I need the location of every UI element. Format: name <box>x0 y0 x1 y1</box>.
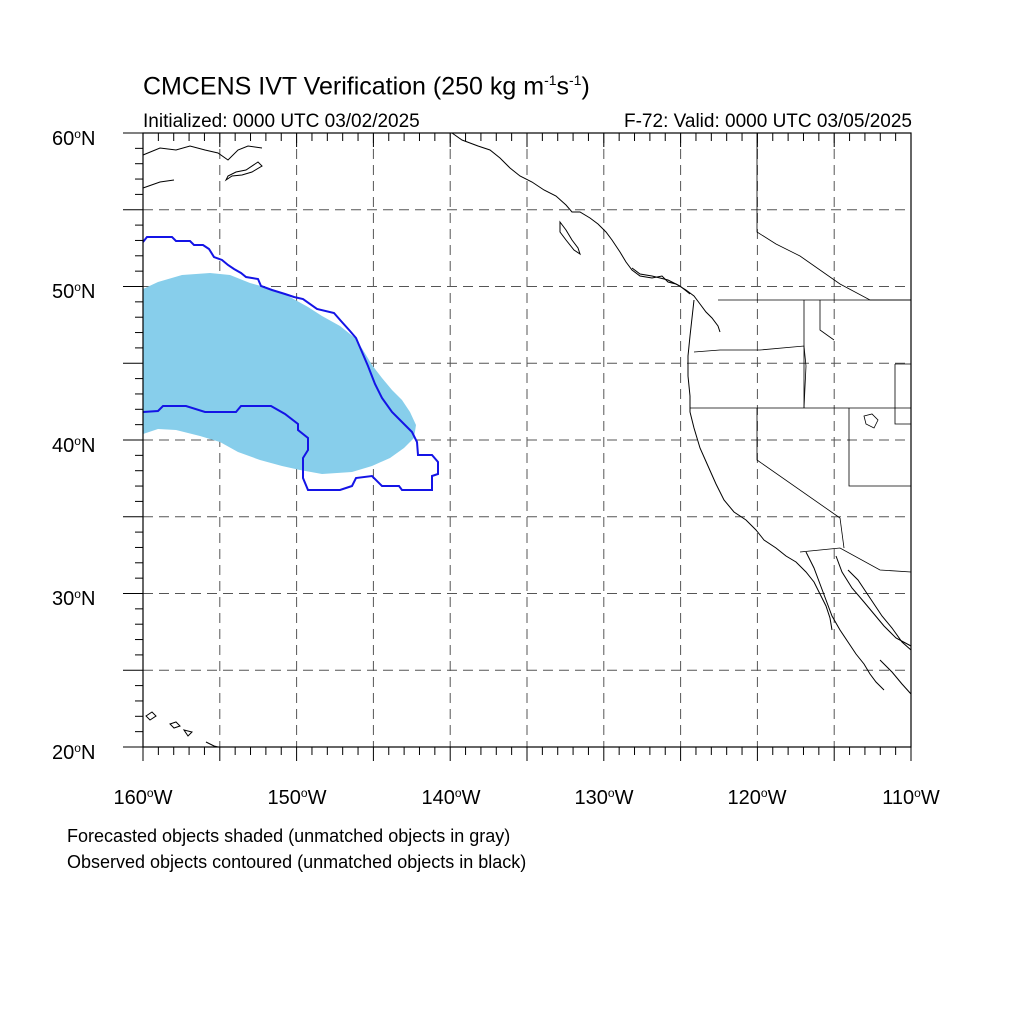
coastline-segment <box>559 220 581 256</box>
coastline-segment <box>205 741 219 748</box>
coastline-segment <box>835 555 912 647</box>
coastline-segment <box>224 161 263 182</box>
coastline-segment <box>451 132 721 333</box>
political-borders <box>690 133 912 573</box>
border-segment <box>819 300 835 341</box>
init-time-label: Initialized: 0000 UTC 03/02/2025 <box>143 111 420 132</box>
coastline-segment <box>142 179 175 189</box>
lat-label-60: 60oN <box>52 127 96 150</box>
lon-label-120w: 120oW <box>727 786 787 809</box>
lakes <box>863 413 879 429</box>
axis-ticks <box>123 132 912 761</box>
coastline-segment <box>169 721 181 729</box>
border-segment <box>756 408 841 519</box>
coastline-segment <box>805 551 885 691</box>
coastline-segment <box>182 729 193 737</box>
map-title: CMCENS IVT Verification (250 kg m-1s-1) <box>143 72 590 101</box>
map-frame <box>142 132 912 748</box>
lon-label-160w: 160oW <box>113 786 173 809</box>
lon-label-130w: 130oW <box>574 786 634 809</box>
lat-label-20: 20oN <box>52 741 96 764</box>
forecast-object <box>143 273 416 474</box>
border-segment <box>848 408 911 487</box>
great-salt-lake <box>863 413 879 429</box>
coastlines <box>142 132 912 748</box>
lat-label-30: 30oN <box>52 587 96 610</box>
border-segment <box>756 133 911 301</box>
coastline-segment <box>879 659 912 695</box>
lon-label-110w: 110oW <box>882 786 940 809</box>
border-segment <box>839 517 845 549</box>
border-segment <box>894 363 912 425</box>
lat-label-50: 50oN <box>52 280 96 303</box>
legend-note-forecast: Forecasted objects shaded (unmatched obj… <box>67 826 511 846</box>
observed-object-contour <box>142 236 439 491</box>
border-segment <box>693 345 807 409</box>
lat-label-40: 40oN <box>52 434 96 457</box>
coastline-segment <box>631 267 691 295</box>
legend-note-observed: Observed objects contoured (unmatched ob… <box>67 852 527 872</box>
coastline-segment <box>687 299 833 631</box>
coastline-segment <box>847 569 912 651</box>
lon-label-150w: 150oW <box>267 786 327 809</box>
coastline-segment <box>145 711 157 721</box>
lon-label-140w: 140oW <box>421 786 481 809</box>
valid-time-label: F-72: Valid: 0000 UTC 03/05/2025 <box>624 111 912 132</box>
coastline-segment <box>142 145 263 161</box>
border-segment <box>799 547 912 573</box>
